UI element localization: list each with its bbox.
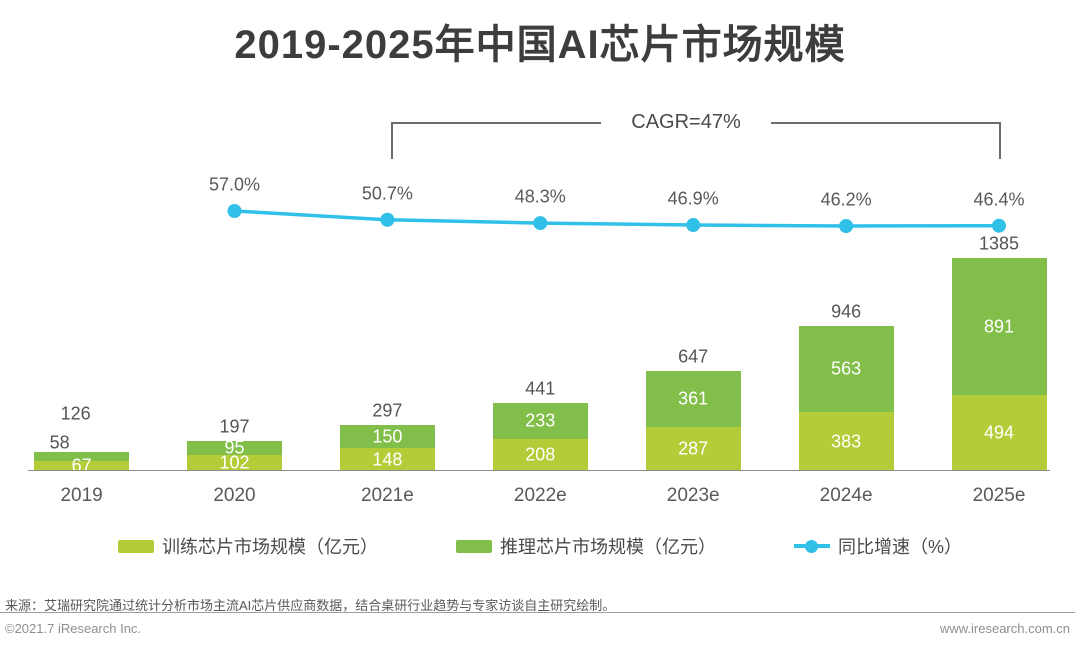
growth-percent-label: 46.2% (820, 189, 872, 210)
bar-segment-training (798, 412, 894, 471)
growth-percent-label: 46.9% (667, 188, 719, 209)
footer-divider (0, 612, 1075, 613)
cagr-bracket-right-tick (999, 122, 1001, 159)
bar-segment-training (492, 439, 588, 471)
total-value-label: 297 (372, 400, 403, 421)
legend-label-training: 训练芯片市场规模（亿元） (161, 537, 378, 557)
source-note: 来源：艾瑞研究院通过统计分析市场主流AI芯片供应商数据，结合桌研行业趋势与专家访… (5, 598, 616, 613)
chart-legend: 训练芯片市场规模（亿元） 推理芯片市场规模（亿元） 同比增速（%） (0, 533, 1080, 559)
category-label: 2019 (60, 485, 103, 506)
category-label: 2025e (972, 485, 1026, 506)
copyright-text: ©2021.7 iResearch Inc. (5, 621, 142, 636)
bar-segment-training (645, 426, 741, 471)
bar-segment-training (187, 455, 282, 471)
training-value-label: 208 (525, 444, 556, 465)
training-swatch-icon (117, 539, 154, 553)
bar-segment-inference (339, 425, 435, 449)
inference-value-label: 58 (49, 432, 70, 453)
line-point (686, 218, 701, 233)
cagr-bracket-right-line (771, 122, 1001, 124)
x-axis-line (28, 470, 1050, 471)
total-value-label: 946 (831, 301, 862, 321)
category-label: 2020 (213, 485, 256, 506)
growth-line-swatch-icon (793, 539, 830, 553)
growth-percent-label: 48.3% (514, 186, 566, 207)
inference-value-label: 563 (831, 358, 862, 379)
legend-item-inference: 推理芯片市场规模（亿元） (455, 533, 716, 559)
category-label: 2021e (360, 485, 414, 506)
total-value-label: 126 (60, 403, 91, 424)
line-point (227, 204, 242, 218)
bar-segment-training (339, 448, 435, 471)
legend-item-growth: 同比增速（%） (793, 533, 962, 559)
growth-percent-label: 57.0% (208, 174, 261, 195)
total-value-label: 197 (219, 416, 250, 437)
inference-value-label: 95 (224, 437, 245, 458)
training-value-label: 494 (983, 422, 1015, 443)
bar-segment-inference (951, 257, 1047, 396)
category-label: 2022e (513, 485, 567, 506)
training-value-label: 383 (831, 431, 862, 452)
website-text: www.iresearch.com.cn (939, 621, 1070, 636)
total-value-label: 1385 (978, 233, 1020, 254)
total-value-label: 647 (678, 346, 709, 367)
training-value-label: 287 (678, 438, 709, 459)
cagr-label: CAGR=47% (631, 111, 741, 133)
inference-value-label: 361 (678, 388, 709, 409)
line-point (533, 216, 548, 231)
bar-segment-training (34, 460, 130, 471)
training-value-label: 67 (71, 455, 92, 476)
bar-segment-inference (645, 371, 741, 427)
bar-segment-inference (798, 325, 894, 413)
total-value-label: 441 (525, 378, 556, 399)
cagr-bracket-left-line (391, 122, 601, 124)
inference-value-label: 233 (525, 410, 556, 431)
bar-segment-inference (34, 451, 130, 461)
bar-segment-inference (492, 403, 588, 439)
training-value-label: 102 (219, 452, 250, 473)
category-label: 2024e (819, 485, 873, 506)
growth-percent-label: 50.7% (361, 183, 413, 204)
inference-swatch-icon (455, 539, 492, 553)
cagr-bracket-left-tick (391, 122, 393, 159)
legend-label-growth: 同比增速（%） (837, 537, 962, 557)
training-value-label: 148 (372, 449, 403, 470)
bar-segment-inference (187, 440, 282, 456)
line-point (380, 212, 395, 227)
legend-item-training: 训练芯片市场规模（亿元） (117, 533, 378, 559)
chart-title: 2019-2025年中国AI芯片市场规模 (234, 23, 846, 67)
category-label: 2023e (666, 485, 720, 506)
inference-value-label: 150 (372, 426, 403, 447)
line-point (839, 219, 854, 234)
bar-segment-training (951, 395, 1047, 471)
growth-percent-label: 46.4% (973, 189, 1025, 210)
inference-value-label: 891 (983, 316, 1015, 336)
legend-label-inference: 推理芯片市场规模（亿元） (499, 537, 716, 557)
line-point (992, 218, 1006, 233)
